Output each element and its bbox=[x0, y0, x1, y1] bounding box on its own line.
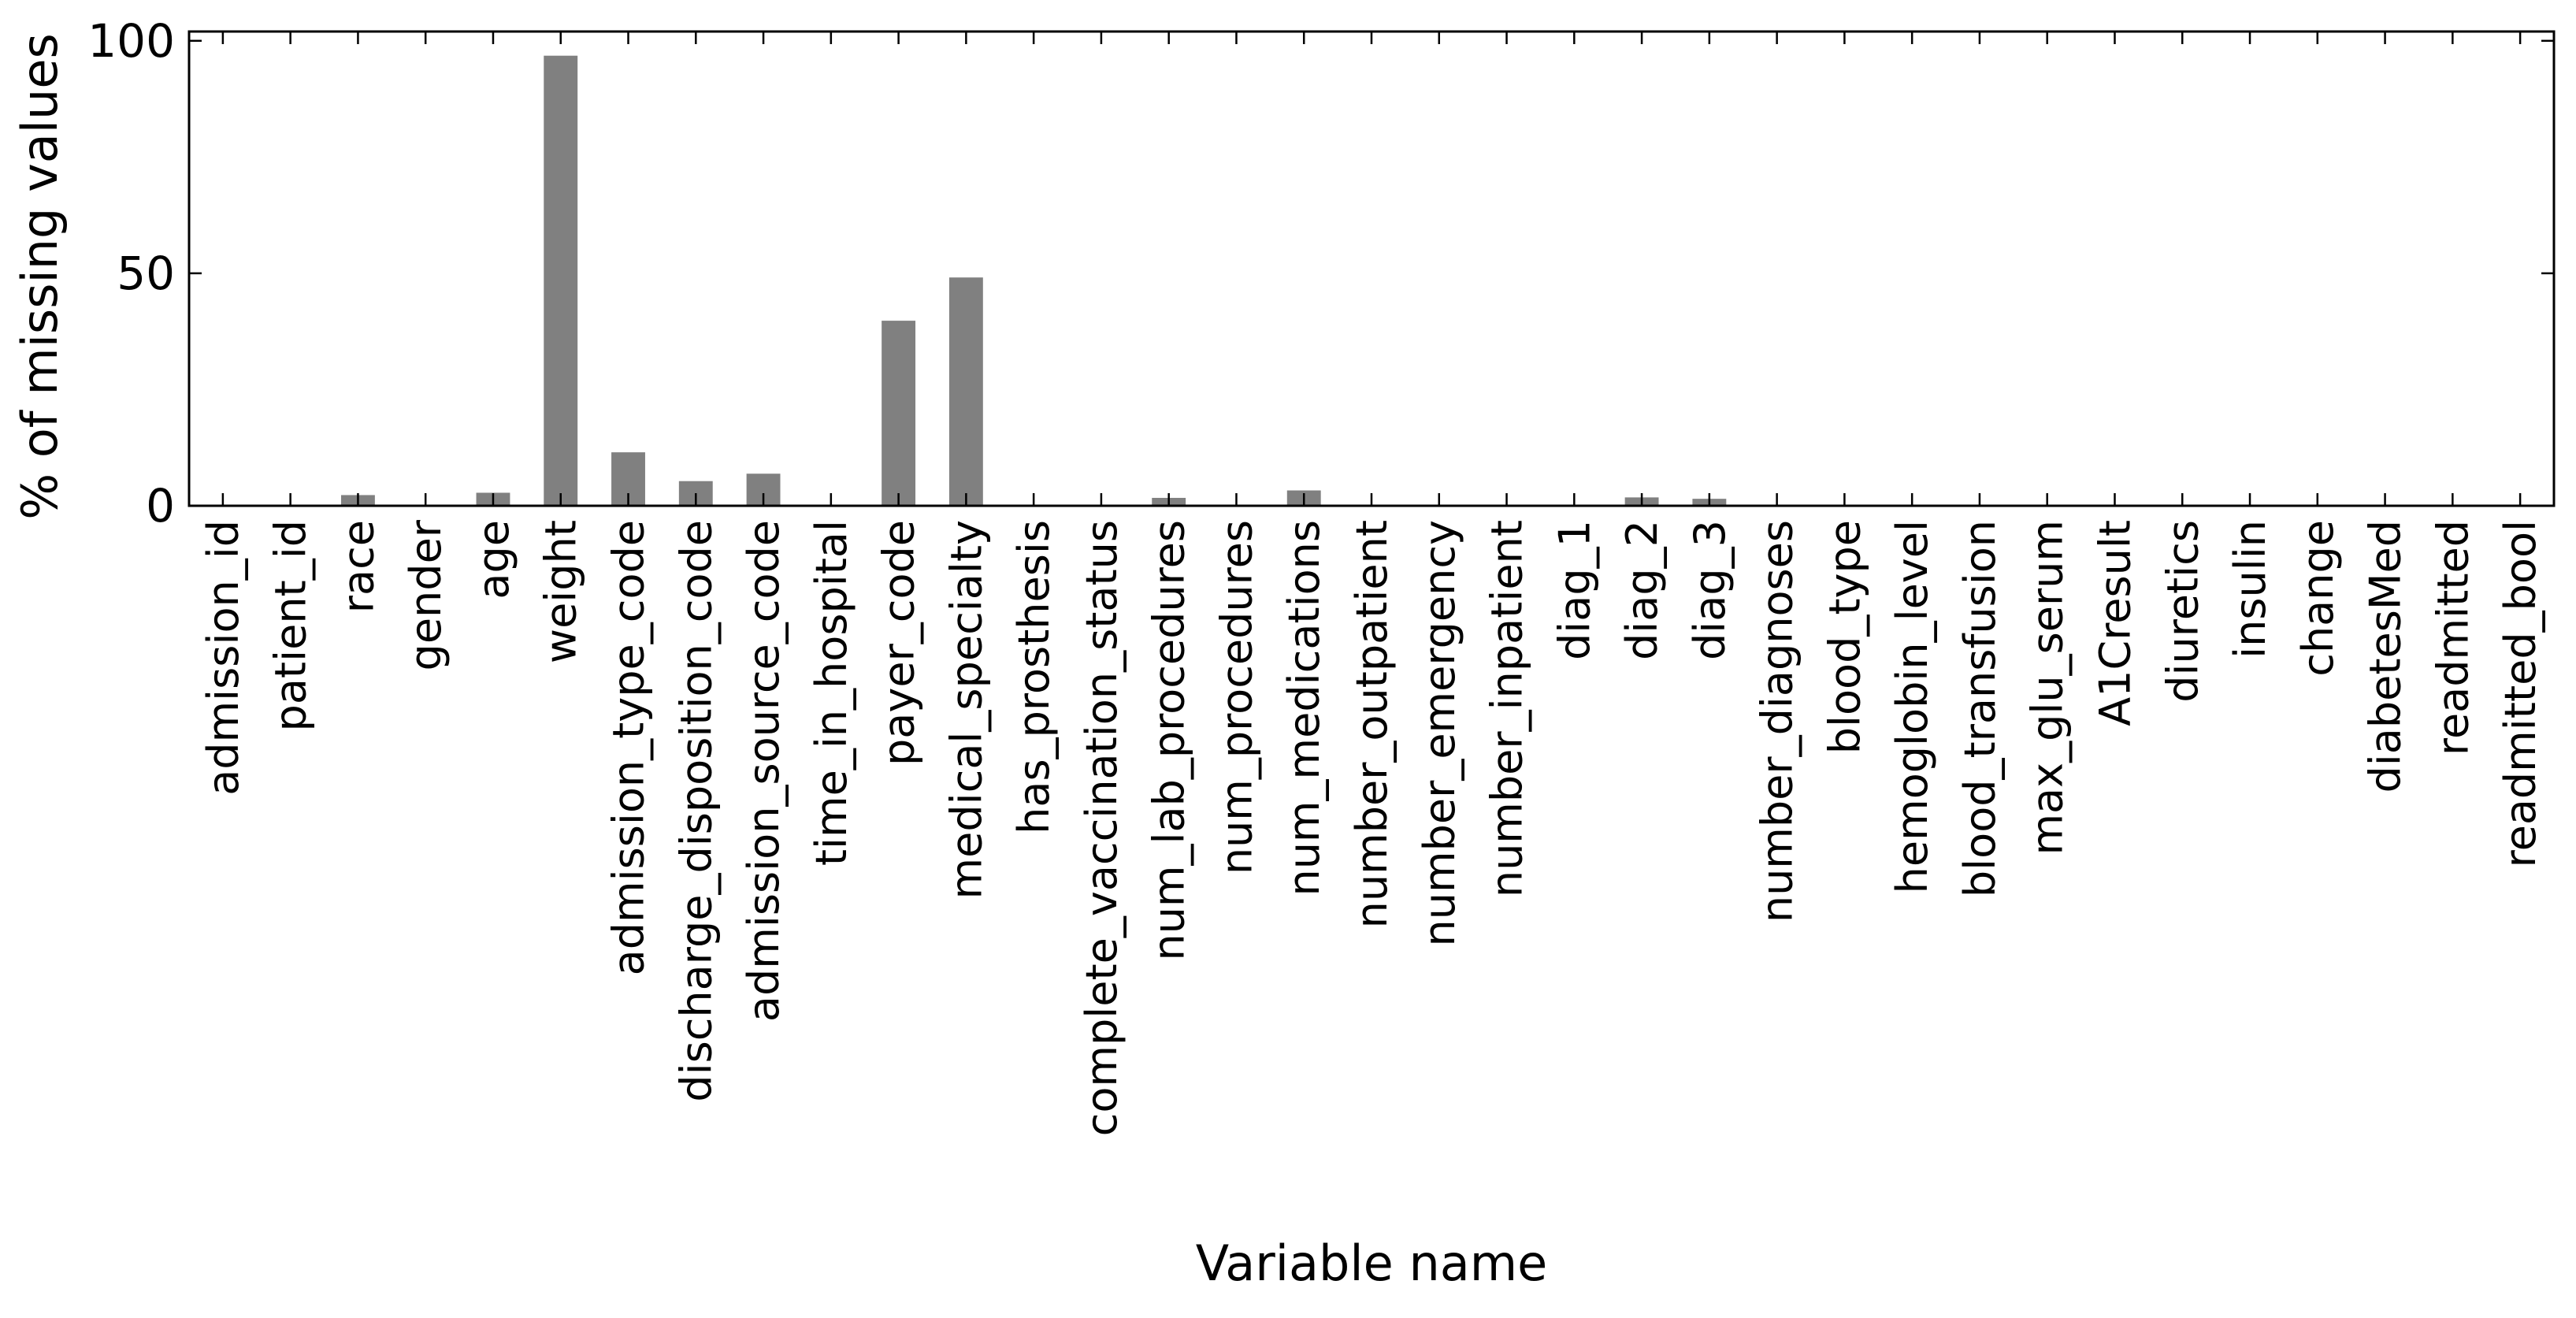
y-tick-label-0: 0 bbox=[146, 479, 175, 533]
x-tick-label-num_lab_procedures: num_lab_procedures bbox=[1145, 520, 1194, 961]
x-tick-label-readmitted_bool: readmitted_bool bbox=[2496, 520, 2545, 867]
x-tick-label-admission_type_code: admission_type_code bbox=[604, 520, 654, 975]
bars-group bbox=[340, 55, 1727, 507]
x-tick-label-has_prosthesis: has_prosthesis bbox=[1009, 520, 1059, 834]
x-tick-label-change: change bbox=[2293, 520, 2343, 677]
x-axis-label: Variable name bbox=[1196, 1234, 1548, 1292]
tick-labels-group: admission_id patient_id race gender age weigh… bbox=[87, 14, 2545, 1137]
x-tick-label-blood_type: blood_type bbox=[1820, 520, 1869, 754]
x-tick-label-insulin: insulin bbox=[2225, 520, 2275, 659]
x-tick-label-num_procedures: num_procedures bbox=[1212, 520, 1261, 874]
x-tick-label-max_glu_serum: max_glu_serum bbox=[2023, 520, 2073, 856]
x-tick-label-diag_2: diag_2 bbox=[1617, 520, 1667, 660]
x-tick-label-readmitted: readmitted bbox=[2428, 520, 2478, 756]
x-tick-label-number_diagnoses: number_diagnoses bbox=[1753, 520, 1802, 923]
y-tick-label-100: 100 bbox=[87, 14, 175, 68]
x-tick-label-num_medications: num_medications bbox=[1279, 520, 1329, 897]
x-tick-label-payer_code: payer_code bbox=[874, 520, 924, 766]
x-tick-label-patient_id: patient_id bbox=[266, 520, 316, 731]
x-tick-label-medical_specialty: medical_specialty bbox=[941, 520, 991, 899]
x-tick-label-gender: gender bbox=[401, 519, 451, 670]
x-tick-label-weight: weight bbox=[536, 520, 586, 663]
x-tick-label-number_outpatient: number_outpatient bbox=[1347, 520, 1397, 928]
x-tick-label-diag_1: diag_1 bbox=[1550, 520, 1599, 660]
x-tick-label-time_in_hospital: time_in_hospital bbox=[807, 520, 856, 866]
plot-frame bbox=[187, 30, 2556, 507]
x-tick-label-number_emergency: number_emergency bbox=[1415, 520, 1464, 946]
x-tick-label-complete_vaccination_status: complete_vaccination_status bbox=[1077, 520, 1127, 1136]
ticks-group bbox=[189, 32, 2554, 507]
x-tick-label-number_inpatient: number_inpatient bbox=[1483, 520, 1532, 897]
bar-medical_specialty bbox=[948, 277, 983, 506]
x-tick-label-blood_transfusion: blood_transfusion bbox=[1955, 520, 2005, 897]
y-axis-label: % of missing values bbox=[11, 33, 69, 520]
x-tick-label-hemoglobin_level: hemoglobin_level bbox=[1887, 520, 1937, 893]
x-tick-label-age: age bbox=[469, 520, 518, 600]
bar-payer_code bbox=[882, 321, 916, 506]
x-tick-label-admission_id: admission_id bbox=[199, 520, 248, 796]
x-tick-label-A1Cresult: A1Cresult bbox=[2090, 520, 2140, 726]
x-tick-label-discharge_disposition_code: discharge_disposition_code bbox=[671, 520, 721, 1102]
x-tick-label-race: race bbox=[333, 520, 383, 613]
x-tick-label-admission_source_code: admission_source_code bbox=[739, 520, 789, 1022]
x-tick-label-diuretics: diuretics bbox=[2158, 520, 2207, 703]
bar-weight bbox=[544, 55, 578, 507]
y-tick-label-50: 50 bbox=[117, 247, 175, 300]
x-tick-label-diabetesMed: diabetesMed bbox=[2361, 520, 2411, 793]
x-tick-label-diag_3: diag_3 bbox=[1685, 520, 1735, 660]
